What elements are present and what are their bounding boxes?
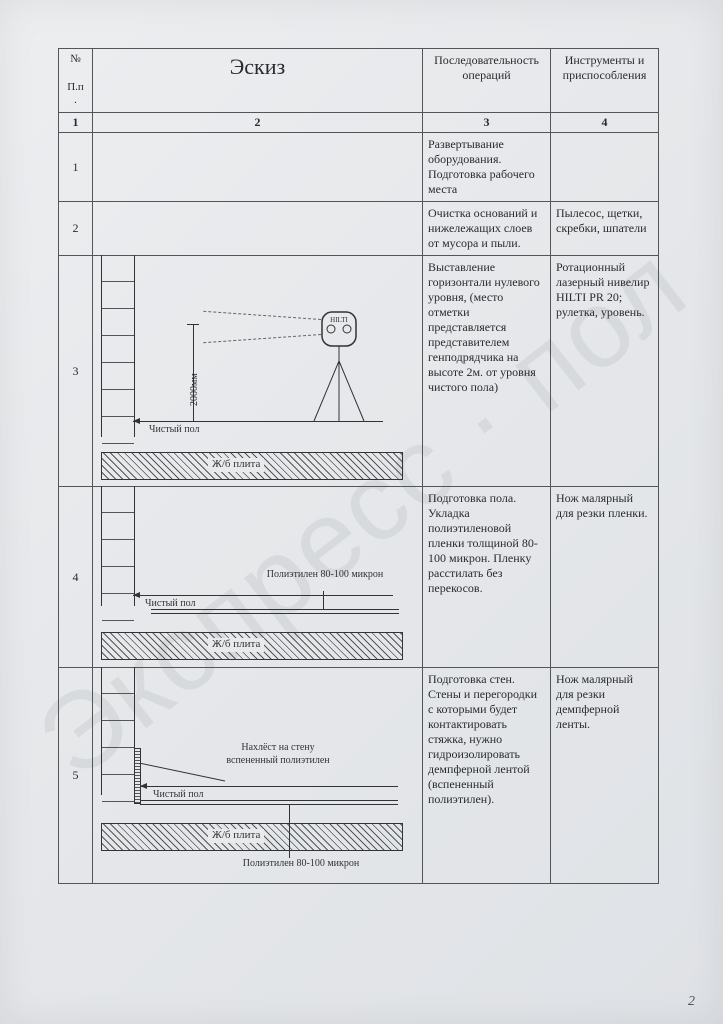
row-tools (551, 133, 659, 202)
dim-label: 2000мм (189, 373, 202, 406)
table-row: 3 Чистый пол Ж/б плита (59, 256, 659, 487)
row-op: Выставление горизонтали нулевого уровня,… (423, 256, 551, 487)
row-sketch-empty (93, 202, 423, 256)
header-row: № П.п. Эскиз Последовательность операций… (59, 49, 659, 113)
poly-label: Полиэтилен 80-100 микрон (241, 858, 361, 871)
wall-icon (101, 667, 135, 795)
table-row: 5 Нахлёст на стену вспененный полиэтилен (59, 668, 659, 884)
hdr-num-2: П.п (67, 81, 84, 93)
sub-3: 3 (423, 113, 551, 133)
hdr-sketch: Эскиз (93, 49, 423, 113)
arrow-icon (133, 418, 140, 424)
floor-line (133, 595, 393, 596)
floor-line (140, 786, 398, 787)
beam-line (203, 334, 321, 343)
table-row: 2 Очистка оснований и нижележащих слоев … (59, 202, 659, 256)
sketch-3: Чистый пол Ж/б плита 2000мм (93, 256, 422, 486)
table-row: 4 Чистый пол Полиэтилен 80-100 микрон (59, 487, 659, 668)
row-tools: Нож малярный для резки демпферной ленты. (551, 668, 659, 884)
sketch-4: Чистый пол Полиэтилен 80-100 микрон Ж/б … (93, 487, 422, 667)
dim-tick (187, 324, 199, 325)
hdr-num: № П.п. (59, 49, 93, 113)
hdr-num-1: № (70, 53, 81, 65)
row-num: 4 (59, 487, 93, 668)
page-number: 2 (688, 994, 695, 1010)
wall-icon (101, 486, 135, 606)
sub-1: 1 (59, 113, 93, 133)
overlap-label: Нахлёст на стену вспененный полиэтилен (223, 742, 333, 767)
row-tools: Ротационный лазерный нивелир HILTI PR 20… (551, 256, 659, 487)
wall-icon (101, 255, 135, 437)
sub-4: 4 (551, 113, 659, 133)
table-row: 1 Развертывание оборудования. Подготовка… (59, 133, 659, 202)
row-op: Развертывание оборудования. Подготовка р… (423, 133, 551, 202)
row-num: 5 (59, 668, 93, 884)
row-sketch-empty (93, 133, 423, 202)
row-tools: Пылесос, щетки, скребки, шпатели (551, 202, 659, 256)
row-num: 1 (59, 133, 93, 202)
row-op: Очистка оснований и нижележащих слоев от… (423, 202, 551, 256)
row-op: Подготовка пола. Укладка полиэтиленовой … (423, 487, 551, 668)
hdr-op: Последовательность операций (423, 49, 551, 113)
row-sketch: Нахлёст на стену вспененный полиэтилен Ч… (93, 668, 423, 884)
device-label: HILTI (330, 316, 348, 324)
row-sketch: Чистый пол Ж/б плита 2000мм (93, 256, 423, 487)
laser-device-icon: HILTI (308, 306, 378, 436)
sub-2: 2 (93, 113, 423, 133)
page: Экспресс · пол № П.п. Эскиз Последовател… (0, 0, 723, 1024)
sheet: № П.п. Эскиз Последовательность операций… (58, 48, 658, 884)
sketch-5: Нахлёст на стену вспененный полиэтилен Ч… (93, 668, 422, 883)
poly-label: Полиэтилен 80-100 микрон (265, 569, 385, 582)
subheader-row: 1 2 3 4 (59, 113, 659, 133)
leader-line (323, 591, 325, 609)
row-num: 3 (59, 256, 93, 487)
slab-label: Ж/б плита (208, 458, 264, 472)
process-table: № П.п. Эскиз Последовательность операций… (58, 48, 659, 884)
dim-tick (187, 421, 199, 422)
row-num: 2 (59, 202, 93, 256)
poly-line (140, 800, 398, 805)
row-tools: Нож малярный для резки пленки. (551, 487, 659, 668)
arrow-icon (140, 783, 147, 789)
hdr-tools: Инструменты и приспособления (551, 49, 659, 113)
slab-label: Ж/б плита (208, 638, 264, 652)
poly-line (151, 609, 399, 614)
row-op: Подготовка стен. Стены и перегородки с к… (423, 668, 551, 884)
floor-label: Чистый пол (149, 424, 199, 437)
slab-label: Ж/б плита (208, 829, 264, 843)
row-sketch: Чистый пол Полиэтилен 80-100 микрон Ж/б … (93, 487, 423, 668)
beam-line (203, 311, 321, 320)
leader-line (289, 804, 291, 858)
arrow-icon (133, 592, 140, 598)
